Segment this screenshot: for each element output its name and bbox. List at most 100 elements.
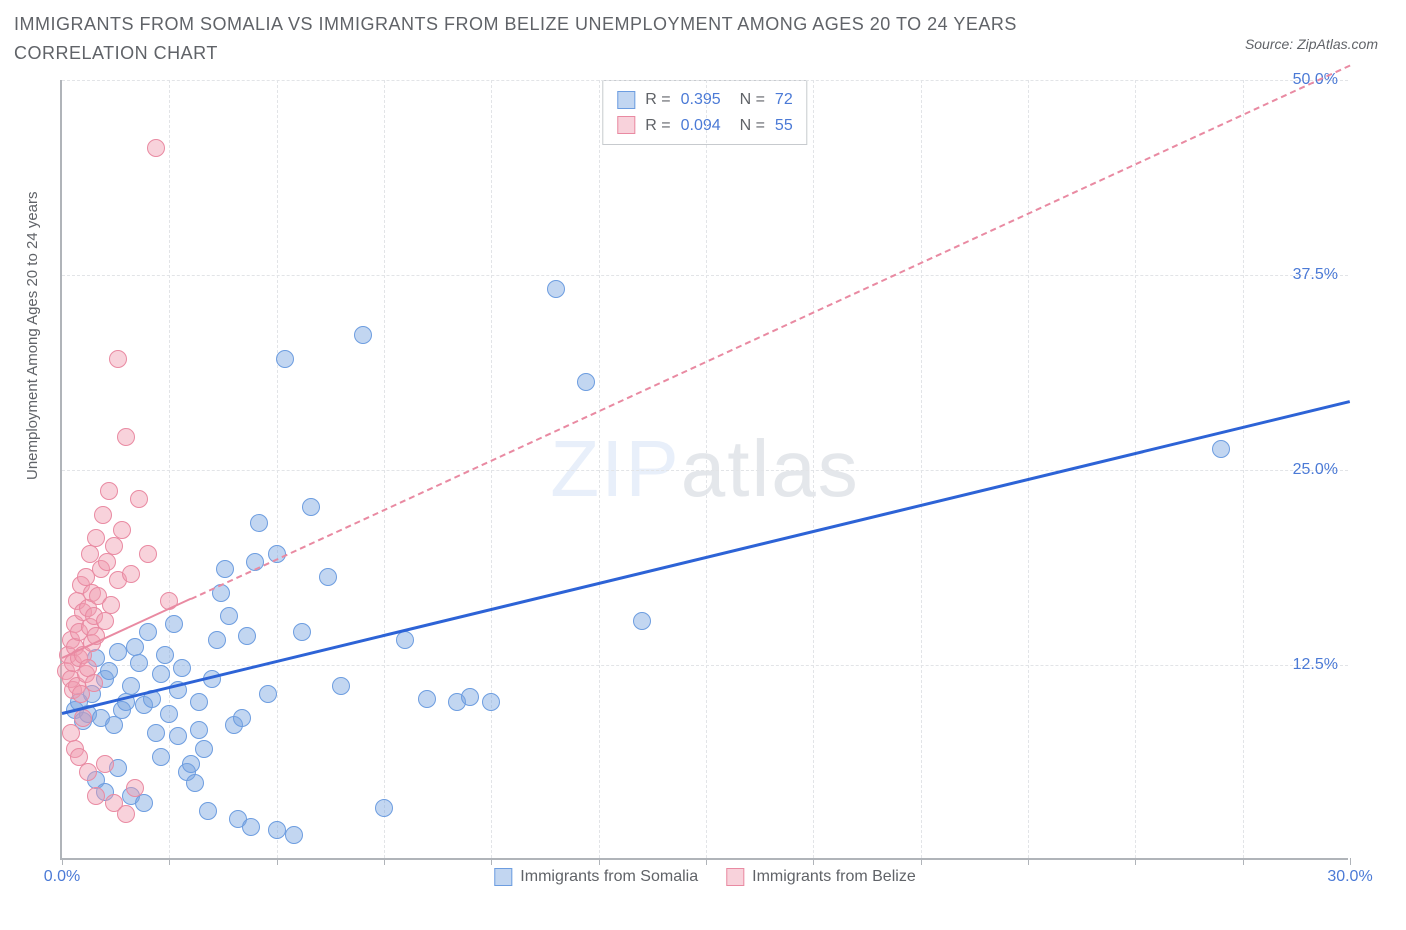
y-axis-label: Unemployment Among Ages 20 to 24 years	[24, 191, 41, 480]
scatter-point	[109, 643, 127, 661]
legend-series-item: Immigrants from Somalia	[494, 868, 698, 886]
legend-n-label: N =	[731, 87, 765, 113]
scatter-point	[302, 498, 320, 516]
x-tick-mark	[921, 858, 922, 865]
scatter-point	[285, 826, 303, 844]
legend-swatch	[494, 868, 512, 886]
gridline-v	[1135, 80, 1136, 858]
legend-n-label: N =	[731, 113, 765, 139]
gridline-h	[62, 275, 1348, 276]
watermark-atlas: atlas	[681, 424, 860, 513]
x-tick-mark	[813, 858, 814, 865]
scatter-point	[102, 596, 120, 614]
y-tick-label: 37.5%	[1293, 266, 1338, 284]
scatter-point	[117, 805, 135, 823]
scatter-point	[173, 659, 191, 677]
gridline-v	[813, 80, 814, 858]
x-tick-mark	[1028, 858, 1029, 865]
x-tick-label: 30.0%	[1327, 868, 1372, 886]
scatter-point	[633, 612, 651, 630]
scatter-point	[482, 693, 500, 711]
scatter-point	[113, 521, 131, 539]
scatter-point	[105, 716, 123, 734]
legend-swatch	[726, 868, 744, 886]
scatter-point	[276, 350, 294, 368]
scatter-point	[242, 818, 260, 836]
gridline-v	[921, 80, 922, 858]
gridline-v	[491, 80, 492, 858]
x-tick-mark	[1243, 858, 1244, 865]
x-tick-mark	[169, 858, 170, 865]
scatter-point	[130, 490, 148, 508]
x-tick-mark	[62, 858, 63, 865]
scatter-point	[1212, 440, 1230, 458]
gridline-h	[62, 470, 1348, 471]
scatter-point	[547, 280, 565, 298]
legend-n-value: 55	[775, 113, 793, 139]
x-tick-mark	[491, 858, 492, 865]
legend-series: Immigrants from Somalia Immigrants from B…	[494, 868, 915, 886]
scatter-point	[190, 721, 208, 739]
scatter-point	[85, 674, 103, 692]
x-tick-mark	[1135, 858, 1136, 865]
watermark-zip: ZIP	[550, 424, 680, 513]
legend-series-label: Immigrants from Belize	[752, 868, 916, 886]
scatter-point	[418, 690, 436, 708]
scatter-point	[126, 779, 144, 797]
x-tick-mark	[277, 858, 278, 865]
scatter-point	[268, 821, 286, 839]
y-tick-label: 12.5%	[1293, 656, 1338, 674]
x-tick-mark	[1350, 858, 1351, 865]
scatter-point	[165, 615, 183, 633]
scatter-point	[152, 665, 170, 683]
scatter-point	[354, 326, 372, 344]
scatter-point	[122, 565, 140, 583]
legend-stats-box: R = 0.395 N = 72R = 0.094 N = 55	[602, 80, 807, 145]
scatter-point	[160, 705, 178, 723]
scatter-point	[130, 654, 148, 672]
legend-series-label: Immigrants from Somalia	[520, 868, 698, 886]
legend-swatch	[617, 116, 635, 134]
gridline-h	[62, 80, 1348, 81]
scatter-point	[100, 662, 118, 680]
scatter-point	[220, 607, 238, 625]
chart-area: ZIPatlas R = 0.395 N = 72R = 0.094 N = 5…	[60, 80, 1348, 860]
scatter-point	[195, 740, 213, 758]
scatter-point	[87, 529, 105, 547]
scatter-point	[105, 537, 123, 555]
scatter-point	[117, 428, 135, 446]
scatter-point	[139, 623, 157, 641]
gridline-v	[706, 80, 707, 858]
scatter-point	[319, 568, 337, 586]
scatter-point	[87, 787, 105, 805]
scatter-point	[147, 139, 165, 157]
scatter-point	[233, 709, 251, 727]
legend-r-value: 0.094	[681, 113, 721, 139]
legend-n-value: 72	[775, 87, 793, 113]
x-tick-mark	[599, 858, 600, 865]
scatter-point	[238, 627, 256, 645]
gridline-v	[1243, 80, 1244, 858]
legend-stats-row: R = 0.395 N = 72	[617, 87, 792, 113]
scatter-point	[216, 560, 234, 578]
scatter-point	[152, 748, 170, 766]
gridline-v	[1028, 80, 1029, 858]
legend-series-item: Immigrants from Belize	[726, 868, 916, 886]
scatter-point	[293, 623, 311, 641]
scatter-point	[190, 693, 208, 711]
scatter-point	[109, 350, 127, 368]
scatter-point	[375, 799, 393, 817]
scatter-point	[461, 688, 479, 706]
legend-swatch	[617, 91, 635, 109]
scatter-point	[208, 631, 226, 649]
gridline-v	[277, 80, 278, 858]
scatter-point	[79, 763, 97, 781]
legend-r-label: R =	[645, 87, 670, 113]
scatter-point	[147, 724, 165, 742]
legend-stats-row: R = 0.094 N = 55	[617, 113, 792, 139]
x-tick-mark	[706, 858, 707, 865]
scatter-point	[139, 545, 157, 563]
gridline-v	[384, 80, 385, 858]
scatter-point	[577, 373, 595, 391]
scatter-point	[94, 506, 112, 524]
